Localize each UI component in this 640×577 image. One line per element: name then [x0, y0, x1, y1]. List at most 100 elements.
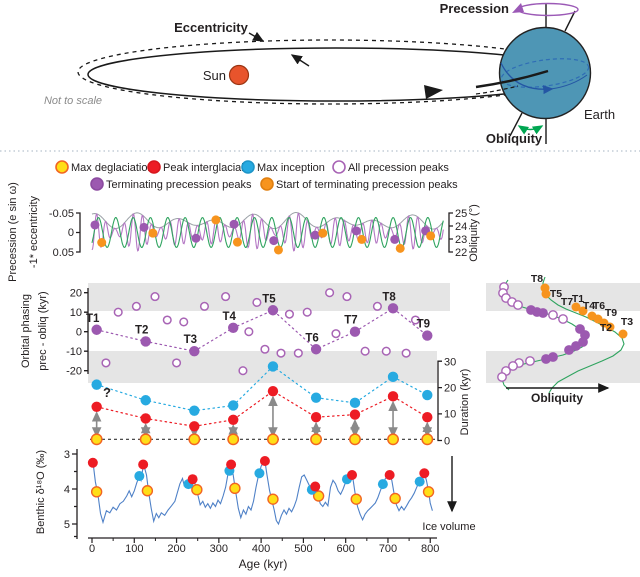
precession-peak-marker	[252, 297, 262, 308]
panel-orbital-forcing: Precession (e sin ω) -1* eccentricity -0…	[7, 182, 480, 282]
termination-marker	[387, 303, 399, 314]
inset-obliquity-label: Obliquity	[531, 391, 583, 405]
legend-label: All precession peaks	[348, 162, 449, 174]
tick-label: 23	[455, 234, 467, 246]
obliquity-axis-label: Obliquity (°)	[468, 204, 480, 262]
termination-marker	[189, 346, 200, 357]
legend-dot-max-deglaciation	[55, 160, 69, 174]
interglacial-dot	[228, 414, 239, 425]
earth-orbit-arc-blue-cont	[550, 74, 588, 90]
legend-label: Terminating precession peaks	[106, 179, 252, 191]
inset-termination-label: T8	[531, 273, 543, 285]
sun	[228, 64, 250, 86]
benthic-yellow-dot	[191, 484, 203, 496]
panel-orbital-phasing: Orbital phasing prec - obliq (kyr) 20 10…	[20, 288, 433, 378]
duration-arrows	[91, 395, 433, 442]
inset-termination-label: T7	[561, 296, 573, 308]
x-tick-label: 200	[167, 543, 185, 555]
orbital-diagram: Sun Eccentricity Not to scale Precession…	[44, 1, 615, 146]
not-to-scale-label: Not to scale	[44, 95, 102, 107]
benthic-blue-dot	[254, 468, 265, 479]
benthic-red-dot	[347, 470, 358, 480]
inset-termination-label: T2	[600, 322, 612, 334]
precession-peak-marker	[221, 292, 231, 302]
termination-marker	[267, 305, 279, 316]
termination-label: T2	[135, 324, 148, 336]
inset-right-curve	[542, 276, 625, 394]
tick-label: 0	[68, 227, 74, 239]
legend-dot-all-precession-peaks	[332, 160, 346, 174]
tick-label: 30	[444, 357, 456, 369]
deglaciation-dot	[387, 433, 399, 446]
terminating-precession-peak-dot	[310, 230, 320, 240]
benthic-yellow-dot	[267, 493, 279, 505]
termination-label: T7	[344, 315, 357, 327]
legend-label: Max inception	[257, 162, 325, 174]
tick-label: 10	[444, 409, 456, 421]
eccentricity-label: Eccentricity	[174, 20, 248, 35]
tick-label: 20	[444, 383, 456, 395]
termination-connector	[96, 307, 428, 352]
left-axis-bracket	[76, 212, 81, 253]
sun-label: Sun	[203, 68, 226, 83]
precession-peak-marker	[260, 344, 270, 354]
precession-peak-marker	[302, 307, 312, 317]
precession-peak-marker	[331, 329, 341, 339]
inset-precession-peak-dot	[548, 310, 558, 320]
x-tick-label: 100	[125, 543, 143, 555]
legend-dot-start-terminating-peaks	[260, 177, 274, 191]
inset-termination-label: T1	[572, 293, 584, 305]
precession-peak-marker	[401, 348, 411, 358]
deglaciation-dot	[227, 433, 240, 446]
precession-peak-marker	[244, 327, 254, 337]
interglacial-dot	[387, 391, 399, 402]
terminating-precession-peak-dot	[191, 233, 201, 243]
tick-label: 25	[455, 208, 467, 220]
termination-markers: T1 T2 T3 T4 T5 T6 T7 T8 T9	[86, 291, 433, 357]
tick-label: 3	[64, 449, 70, 461]
earth-label: Earth	[584, 107, 615, 122]
benthic-blue-dot	[377, 479, 388, 490]
precession-peak-marker	[199, 301, 210, 311]
all-precession-peak-markers	[101, 288, 420, 376]
termination-label: T9	[417, 319, 430, 331]
precession-peak-marker	[131, 301, 141, 311]
panel1-dots	[90, 215, 436, 255]
precession-peak-marker	[325, 288, 335, 298]
legend-dot-peak-interglacial	[147, 160, 161, 174]
termination-marker	[228, 322, 239, 333]
inset-termination-orange-dot	[605, 322, 615, 332]
inception-dot	[267, 361, 279, 372]
inception-dot	[387, 371, 399, 383]
phasing-axis-label-1: Orbital phasing	[20, 294, 32, 368]
tick-label: 0	[76, 327, 82, 339]
benthic-red-dot	[384, 470, 395, 480]
termination-marker	[422, 330, 433, 341]
terminating-precession-peak-dot	[390, 234, 400, 244]
inset-terminating-peak-dot	[541, 354, 551, 364]
benthic-yellow-dot	[229, 482, 241, 494]
inception-dot	[228, 400, 239, 411]
uncertain-inception-mark: ?	[103, 385, 111, 400]
benthic-yellow-dot	[389, 492, 401, 505]
orbit-front-solid	[475, 69, 549, 89]
benthic-red-dot	[226, 459, 237, 470]
benthic-blue-dot	[414, 476, 425, 487]
tick-label: 4	[64, 484, 70, 496]
precession-arrowhead	[512, 3, 524, 13]
right-axis-bracket	[448, 212, 453, 253]
legend-dot-terminating-peaks	[90, 177, 104, 191]
eccentricity-arrow-1	[248, 31, 265, 42]
precession-peak-marker	[410, 315, 420, 325]
orbit-direction-arrow	[424, 85, 443, 99]
precession-peak-marker	[238, 366, 248, 376]
start-terminating-peak-dot	[211, 215, 221, 225]
interglacial-dot	[310, 411, 322, 423]
inset-termination-orange-dot	[571, 302, 581, 312]
terminating-precession-peak-dot	[90, 220, 100, 230]
tick-label: 24	[455, 221, 467, 233]
ice-volume-label: Ice volume	[422, 521, 475, 533]
tick-label: 22	[455, 247, 467, 259]
